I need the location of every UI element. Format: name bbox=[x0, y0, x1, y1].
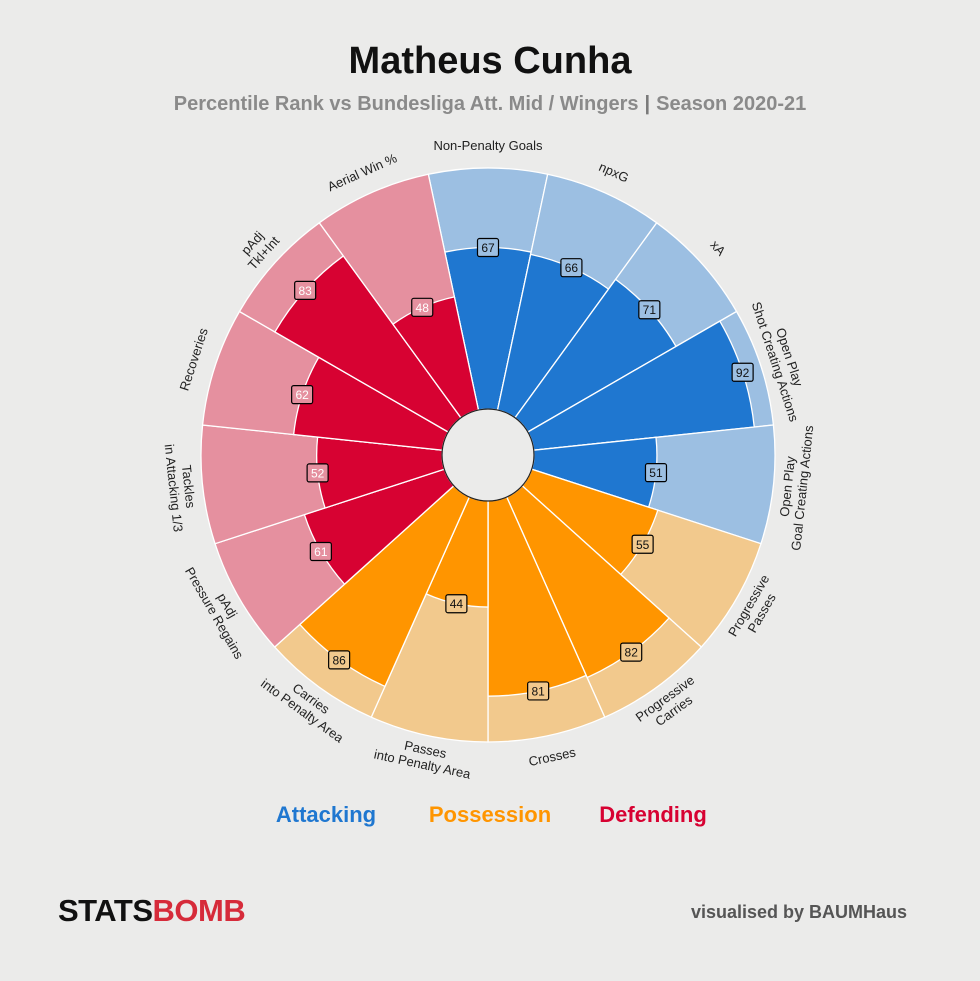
chart-subtitle: Percentile Rank vs Bundesliga Att. Mid /… bbox=[0, 93, 980, 116]
category-label-line: Tackles bbox=[179, 464, 199, 509]
logo-stats-text: STATS bbox=[58, 893, 153, 928]
value-badge-box bbox=[445, 594, 468, 614]
subtitle-separator: | bbox=[644, 93, 651, 115]
value-badge: 52 bbox=[306, 463, 329, 483]
value-badge-box bbox=[638, 300, 661, 320]
category-label-line: Non-Penalty Goals bbox=[433, 138, 543, 153]
value-label: 66 bbox=[565, 261, 579, 275]
chart-title: Matheus Cunha bbox=[348, 40, 632, 82]
value-badge-box bbox=[644, 463, 668, 483]
value-badge-box bbox=[620, 642, 643, 662]
value-badge: 66 bbox=[560, 258, 583, 278]
logo-bomb-text: BOMB bbox=[152, 893, 246, 928]
category-label-line: Crosses bbox=[527, 744, 577, 769]
value-badge-box bbox=[527, 681, 550, 701]
value-label: 51 bbox=[649, 466, 663, 480]
value-label: 67 bbox=[481, 241, 495, 255]
value-label: 71 bbox=[643, 303, 657, 317]
value-badge: 92 bbox=[731, 362, 754, 382]
category-label-line: xA bbox=[707, 237, 729, 259]
value-badge-box bbox=[731, 362, 754, 382]
value-badge: 48 bbox=[411, 297, 434, 317]
value-badge: 86 bbox=[328, 650, 351, 670]
value-label: 61 bbox=[314, 545, 328, 559]
legend-possession: Possession bbox=[428, 802, 552, 827]
value-badge: 61 bbox=[309, 541, 332, 562]
value-label: 86 bbox=[332, 653, 346, 667]
category-label: xA bbox=[707, 237, 729, 259]
credit-text: visualised by BAUMHaus bbox=[690, 902, 907, 922]
value-badge: 82 bbox=[620, 642, 643, 662]
value-badge-box bbox=[560, 258, 583, 278]
legend-defending: Defending bbox=[599, 802, 707, 827]
value-badge: 44 bbox=[445, 594, 468, 614]
value-badge-box bbox=[631, 534, 654, 554]
value-badge-box bbox=[291, 385, 314, 405]
subtitle-comparison: Percentile Rank vs Bundesliga Att. Mid /… bbox=[173, 93, 639, 115]
value-label: 82 bbox=[625, 646, 639, 660]
value-badge: 51 bbox=[644, 463, 668, 483]
category-label-line: npxG bbox=[597, 159, 631, 185]
value-badge-box bbox=[309, 541, 332, 562]
category-label-line: Recoveries bbox=[176, 326, 211, 393]
value-label: 55 bbox=[636, 538, 650, 552]
value-label: 44 bbox=[450, 597, 464, 611]
category-label: Crosses bbox=[527, 744, 577, 769]
category-label: Recoveries bbox=[176, 326, 211, 393]
category-label-line: in Attacking 1/3 bbox=[162, 443, 186, 532]
legend-attacking: Attacking bbox=[275, 802, 377, 827]
category-label: npxG bbox=[597, 159, 631, 185]
value-badge-box bbox=[476, 237, 500, 258]
value-badge: 83 bbox=[294, 280, 317, 300]
value-label: 92 bbox=[736, 366, 750, 380]
category-label: Non-Penalty Goals bbox=[433, 138, 543, 153]
value-badge-box bbox=[411, 297, 434, 317]
subtitle-season: Season 2020-21 bbox=[656, 93, 807, 115]
value-badge-box bbox=[306, 463, 329, 483]
value-badge: 71 bbox=[638, 300, 661, 320]
value-badge-box bbox=[328, 650, 351, 670]
value-badge: 67 bbox=[476, 237, 500, 258]
value-label: 52 bbox=[311, 466, 325, 480]
value-badge: 55 bbox=[631, 534, 654, 554]
statsbomb-logo: STATSBOMB bbox=[58, 893, 246, 929]
value-label: 48 bbox=[416, 301, 430, 315]
value-badge-box bbox=[294, 280, 317, 300]
value-label: 83 bbox=[298, 284, 312, 298]
center-circle bbox=[441, 408, 535, 502]
category-label-line: Open Play bbox=[777, 455, 798, 517]
value-badge: 81 bbox=[527, 681, 550, 701]
value-badge: 62 bbox=[291, 385, 314, 405]
value-label: 62 bbox=[295, 388, 309, 402]
value-label: 81 bbox=[531, 684, 545, 698]
